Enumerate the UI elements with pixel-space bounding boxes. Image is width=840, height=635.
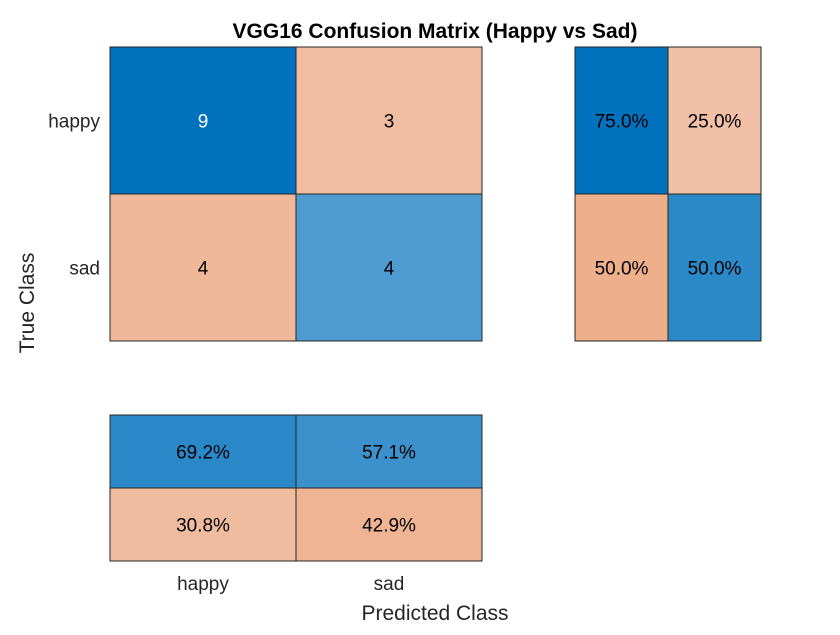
row-summary-label-0-0: 75.0% — [595, 112, 649, 133]
matrix-cell-0-1 — [295, 46, 483, 195]
row-summary-cell-1-1 — [667, 193, 762, 342]
y-tick-label-sad: sad — [69, 259, 100, 280]
row-summary-label-1-0: 50.0% — [595, 259, 649, 280]
column-summary-label-1-1: 42.9% — [362, 516, 416, 537]
matrix-cell-label-1-1: 4 — [384, 259, 395, 280]
matrix-cell-label-0-0: 9 — [198, 112, 209, 133]
row-summary-cell-1-0 — [574, 193, 669, 342]
y-tick-label-happy: happy — [48, 112, 100, 133]
row-summary-cell-0-1 — [667, 46, 762, 195]
column-summary-cell-0-1 — [295, 414, 483, 489]
main-confusion-matrix: 9 3 4 4 — [109, 46, 483, 342]
y-axis-label: True Class — [16, 253, 39, 354]
row-summary-matrix: 75.0% 25.0% 50.0% 50.0% — [574, 46, 762, 342]
x-axis-label: Predicted Class — [361, 602, 508, 625]
chart-title: VGG16 Confusion Matrix (Happy vs Sad) — [233, 20, 638, 43]
x-tick-label-sad: sad — [374, 574, 405, 595]
matrix-cell-label-1-0: 4 — [198, 259, 209, 280]
matrix-cell-label-0-1: 3 — [384, 112, 395, 133]
column-summary-label-0-1: 57.1% — [362, 443, 416, 464]
column-summary-label-1-0: 30.8% — [176, 516, 230, 537]
matrix-cell-1-0 — [109, 193, 297, 342]
axis-tick-labels: happy happy sad sad — [48, 112, 404, 596]
row-summary-label-1-1: 50.0% — [688, 259, 742, 280]
column-summary-matrix: 69.2% 57.1% 30.8% 42.9% — [109, 414, 483, 562]
column-summary-cell-1-1 — [295, 487, 483, 562]
row-summary-cell-0-0 — [574, 46, 669, 195]
column-summary-label-0-0: 69.2% — [176, 443, 230, 464]
matrix-cell-0-0 — [109, 46, 297, 195]
x-tick-label-happy: happy — [177, 574, 229, 595]
matrix-cell-1-1 — [295, 193, 483, 342]
row-summary-label-0-1: 25.0% — [688, 112, 742, 133]
